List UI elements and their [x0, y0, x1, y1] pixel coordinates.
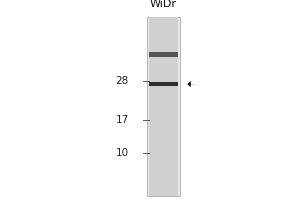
Text: WiDr: WiDr	[150, 0, 177, 9]
Bar	[149, 52, 178, 57]
Bar	[149, 82, 178, 86]
Text: 10: 10	[116, 148, 129, 158]
Bar	[147, 17, 180, 196]
Text: 28: 28	[116, 76, 129, 86]
Bar	[148, 17, 178, 196]
Text: 17: 17	[116, 115, 129, 125]
